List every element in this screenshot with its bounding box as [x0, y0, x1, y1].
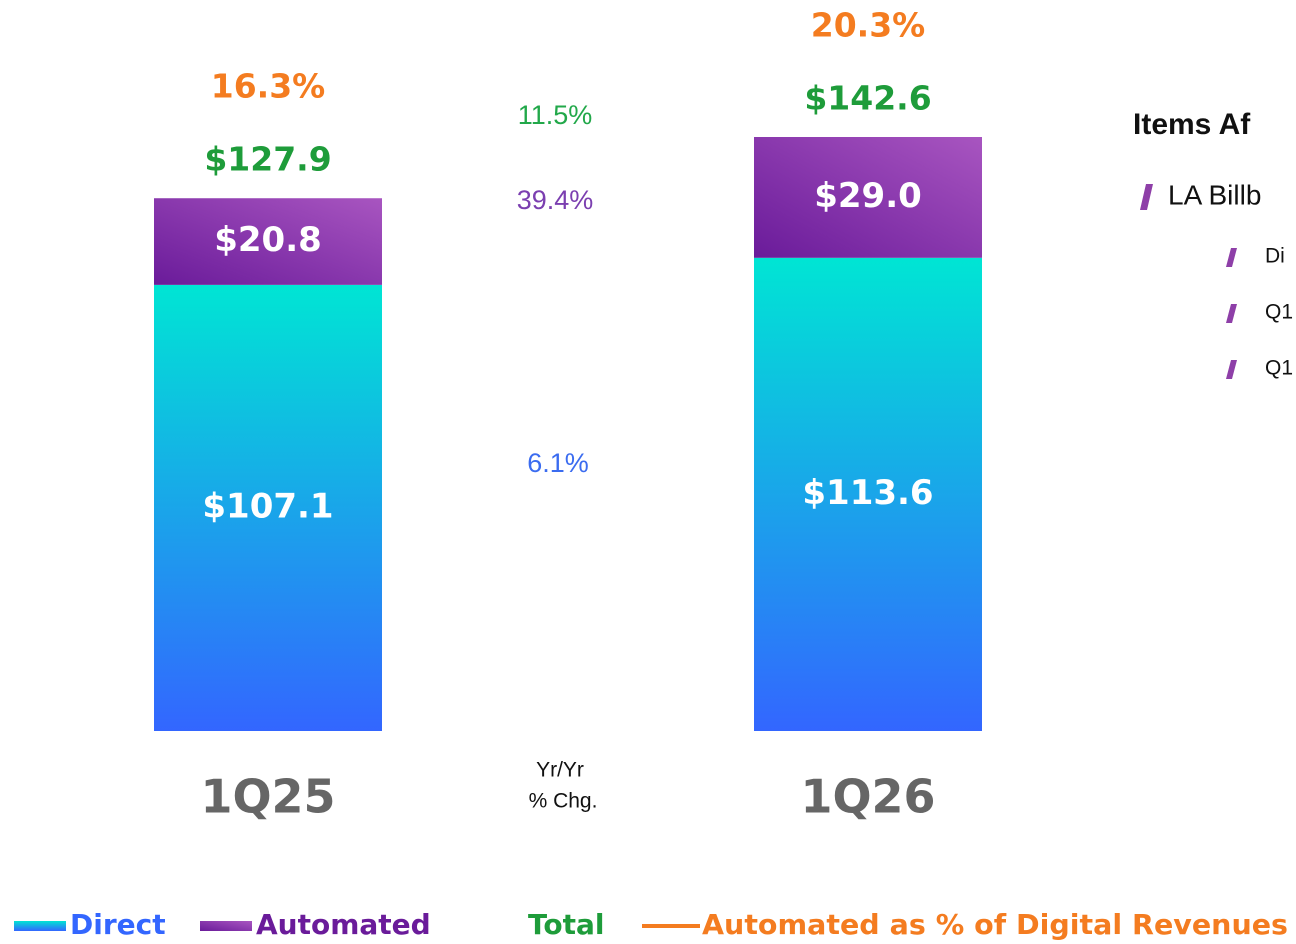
- side-sub-bullet: Q1: [1265, 301, 1293, 324]
- total-label: $127.9: [204, 140, 331, 179]
- bar-segment: [754, 257, 982, 731]
- legend-swatch: [14, 921, 66, 931]
- legend-swatch: [200, 921, 252, 931]
- side-heading: Items Af: [1133, 108, 1251, 141]
- bar-segment: [154, 284, 382, 731]
- category-label: 1Q25: [200, 770, 335, 824]
- yoy-heading: % Chg.: [529, 790, 598, 813]
- yoy-label: 6.1%: [527, 448, 589, 478]
- side-sub-bullet: Q1: [1265, 357, 1293, 380]
- share-label: 16.3%: [211, 67, 326, 106]
- side-sub-bullet: Di: [1265, 245, 1285, 268]
- side-bullet: LA Billb: [1168, 179, 1261, 210]
- legend-label: Automated: [256, 908, 431, 941]
- category-label: 1Q26: [800, 770, 935, 824]
- legend-label: Direct: [70, 908, 166, 941]
- yoy-label: 39.4%: [517, 185, 594, 215]
- legend-label: Total: [528, 908, 605, 941]
- segment-label: $107.1: [202, 486, 333, 526]
- bar-segment: [754, 137, 982, 258]
- bullet-slash: [1226, 248, 1237, 267]
- bullet-slash: [1226, 304, 1237, 323]
- segment-label: $29.0: [814, 176, 922, 216]
- bar-segment: [154, 198, 382, 285]
- share-label: 20.3%: [811, 6, 926, 45]
- bullet-slash: [1226, 360, 1237, 379]
- segment-label: $20.8: [214, 220, 322, 260]
- yoy-label: 11.5%: [518, 100, 593, 130]
- legend-label: Automated as % of Digital Revenues: [702, 908, 1288, 941]
- bullet-slash: [1140, 184, 1153, 210]
- total-label: $142.6: [804, 79, 931, 118]
- segment-label: $113.6: [802, 473, 933, 513]
- yoy-heading: Yr/Yr: [536, 759, 584, 782]
